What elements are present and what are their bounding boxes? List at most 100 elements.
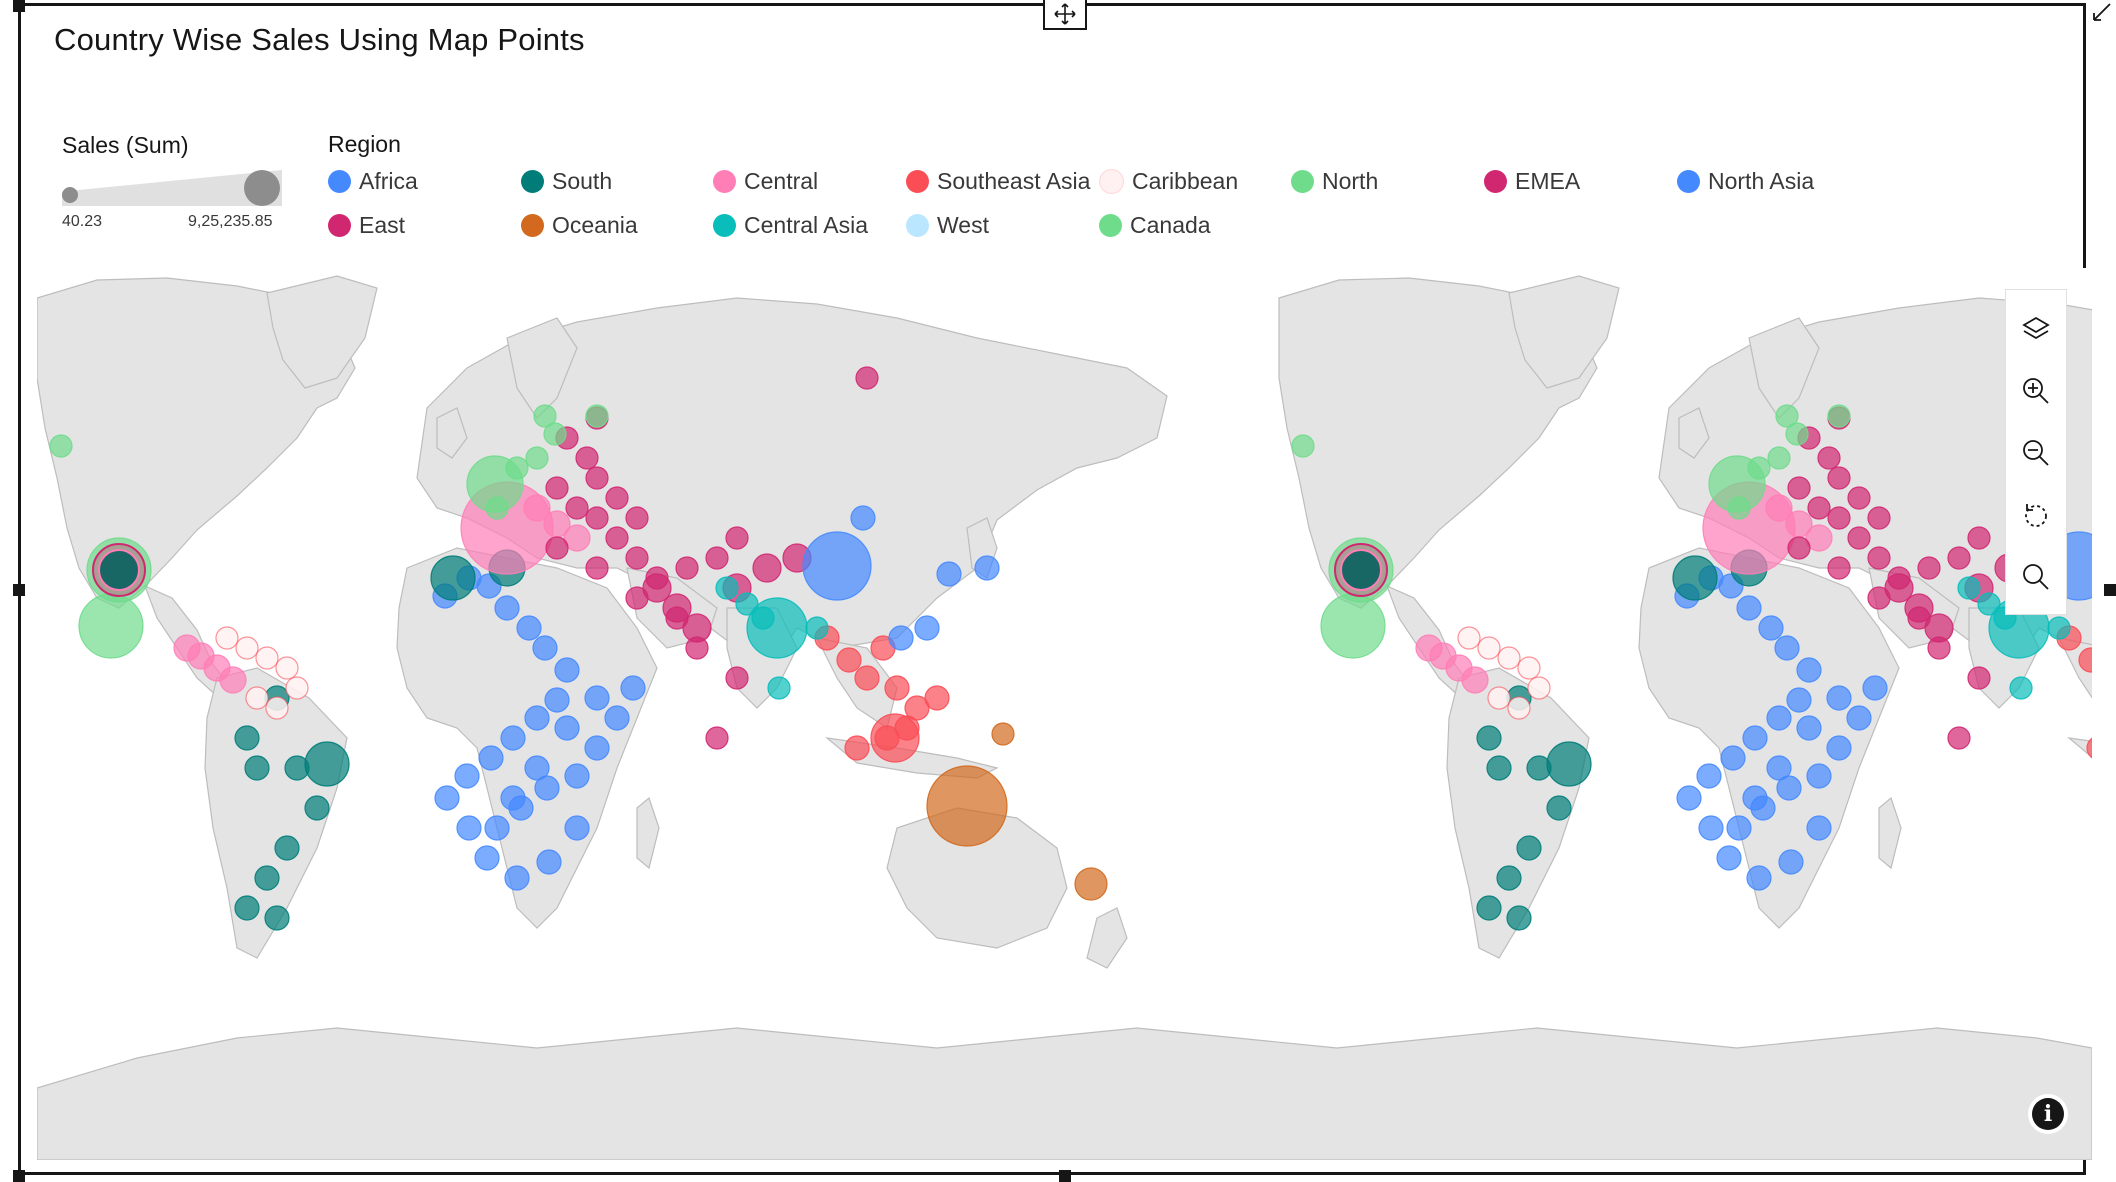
point-africa <box>536 849 562 875</box>
point-central-asia <box>715 576 739 600</box>
point-emea <box>585 466 609 490</box>
expand-icon[interactable] <box>2090 0 2114 24</box>
legend-item-canada[interactable]: Canada <box>1099 210 1211 240</box>
point-caribbean <box>285 676 309 700</box>
point-central-asia-copy <box>2047 616 2071 640</box>
layers-button[interactable] <box>2011 304 2061 354</box>
legend-label: North <box>1322 167 1379 194</box>
point-emea <box>625 546 649 570</box>
resize-handle-right[interactable] <box>2104 584 2116 596</box>
point-africa-copy <box>1746 865 1772 891</box>
legend-label: Caribbean <box>1132 167 1239 194</box>
legend-swatch <box>713 213 736 237</box>
legend-item-oceania[interactable]: Oceania <box>521 210 638 240</box>
legend-swatch <box>328 213 351 237</box>
search-icon <box>2023 564 2049 590</box>
landmass-africa <box>1638 547 1900 929</box>
size-legend-title: Sales (Sum) <box>62 132 189 158</box>
info-icon: i <box>2032 1098 2064 1130</box>
point-emea-copy <box>1967 666 1991 690</box>
point-central <box>563 524 591 552</box>
point-south <box>274 835 300 861</box>
size-legend-min-label: 40.23 <box>62 213 103 230</box>
point-emea-copy <box>1947 726 1971 750</box>
legend-label: Oceania <box>552 211 638 238</box>
point-caribbean-copy <box>1487 686 1511 710</box>
point-caribbean <box>265 696 289 720</box>
point-south-copy <box>1506 905 1532 931</box>
point-east-copy <box>1924 613 1954 643</box>
legend-item-north[interactable]: North <box>1291 166 1378 196</box>
legend-item-central[interactable]: Central <box>713 166 818 196</box>
point-north-copy <box>1708 455 1766 513</box>
legend-item-caribbean[interactable]: Caribbean <box>1099 166 1238 196</box>
resize-handle-left[interactable] <box>13 584 25 596</box>
point-north-asia <box>850 505 876 531</box>
point-africa <box>584 685 610 711</box>
resize-handle-bottom-left[interactable] <box>13 1170 25 1182</box>
point-africa <box>554 657 580 683</box>
point-emea-copy <box>1817 446 1841 470</box>
resize-handle-bottom[interactable] <box>1059 1170 1071 1182</box>
point-central <box>219 666 247 694</box>
point-emea-copy <box>1867 506 1891 530</box>
landmass-new-zealand <box>1086 907 1128 969</box>
legend-item-east[interactable]: East <box>328 210 405 240</box>
reset-view-button[interactable] <box>2011 490 2061 540</box>
info-button[interactable]: i <box>2028 1094 2068 1134</box>
world-map[interactable] <box>37 268 2092 1160</box>
zoom-in-button[interactable] <box>2011 366 2061 416</box>
legend-label: Southeast Asia <box>937 167 1091 194</box>
legend-label: West <box>937 211 989 238</box>
zoom-out-button[interactable] <box>2011 428 2061 478</box>
point-north-asia <box>802 531 872 601</box>
landmass-greenland <box>1508 275 1620 389</box>
point-southeast-asia <box>836 647 862 673</box>
point-north <box>543 422 567 446</box>
point-africa <box>504 865 530 891</box>
point-oceania <box>1074 867 1108 901</box>
point-africa <box>524 705 550 731</box>
point-africa <box>474 845 500 871</box>
size-legend-max-label: 9,25,235.85 <box>188 213 273 230</box>
legend-item-north-asia[interactable]: North Asia <box>1677 166 1814 196</box>
point-africa <box>478 745 504 771</box>
point-caribbean <box>215 626 239 650</box>
point-africa-copy <box>1676 785 1702 811</box>
legend-item-africa[interactable]: Africa <box>328 166 418 196</box>
map-toolbar <box>2005 289 2067 615</box>
point-africa-copy <box>1736 595 1762 621</box>
resize-handle-top-left[interactable] <box>13 0 25 12</box>
point-east <box>682 613 712 643</box>
point-emea <box>565 496 589 520</box>
point-africa-copy <box>1806 763 1832 789</box>
point-caribbean-copy <box>1507 696 1531 720</box>
search-button[interactable] <box>2011 552 2061 602</box>
point-africa-copy <box>1726 815 1752 841</box>
reset-icon <box>2025 504 2047 527</box>
landmass-madagascar <box>636 796 660 870</box>
point-central-asia <box>767 676 791 700</box>
legend-item-southeast-asia[interactable]: Southeast Asia <box>906 166 1090 196</box>
move-icon <box>1054 3 1076 25</box>
point-emea-copy <box>1967 526 1991 550</box>
point-emea <box>855 366 879 390</box>
landmass-scandinavia <box>1748 317 1820 419</box>
point-emea <box>605 486 629 510</box>
legend-swatch <box>521 213 544 237</box>
map-copy-1 <box>37 275 1168 969</box>
point-north-asia <box>914 615 940 641</box>
legend-item-south[interactable]: South <box>521 166 612 196</box>
point-highlight-core <box>98 549 140 591</box>
legend-item-west[interactable]: West <box>906 210 989 240</box>
legend-item-emea[interactable]: EMEA <box>1484 166 1580 196</box>
point-africa-copy <box>1776 775 1802 801</box>
point-africa <box>584 735 610 761</box>
move-handle[interactable] <box>1043 0 1087 30</box>
legend-item-central-asia[interactable]: Central Asia <box>713 210 868 240</box>
legend-label: Africa <box>359 167 418 194</box>
map-canvas[interactable] <box>37 268 2092 1160</box>
point-africa-copy <box>1716 845 1742 871</box>
point-emea <box>725 526 749 550</box>
point-north-copy <box>1827 404 1851 428</box>
